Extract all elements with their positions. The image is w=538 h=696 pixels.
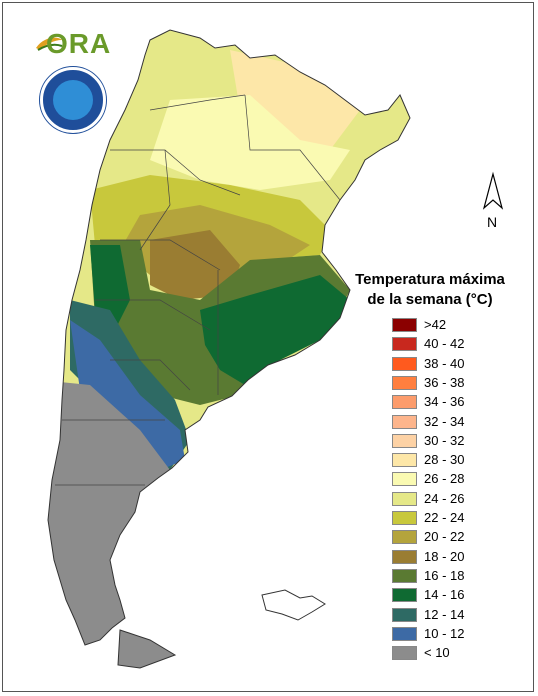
malvinas-islands <box>261 589 326 621</box>
legend-label: 20 - 22 <box>424 529 465 545</box>
legend-item: 12 - 14 <box>392 606 512 626</box>
legend-swatch <box>392 530 417 545</box>
legend-label: 28 - 30 <box>424 452 465 468</box>
legend-label: >42 <box>424 317 447 332</box>
legend-item: 22 - 24 <box>392 509 512 529</box>
legend-title-line2: de la semana (°C) <box>367 291 493 308</box>
legend-label: 22 - 24 <box>424 510 465 525</box>
legend-item: 20 - 22 <box>392 528 512 548</box>
legend-swatch <box>392 318 417 332</box>
legend-item: 36 - 38 <box>392 374 512 394</box>
legend-label: 24 - 26 <box>424 490 465 506</box>
province-borders <box>55 94 341 486</box>
smn-seal-icon <box>40 67 106 133</box>
legend-label: < 10 <box>424 645 450 661</box>
legend-label: 10 - 12 <box>424 625 465 641</box>
legend-item: 16 - 18 <box>392 567 512 587</box>
north-arrow: N <box>478 170 508 230</box>
legend-item: 14 - 16 <box>392 586 512 606</box>
ora-logo-text: ORA <box>46 28 112 59</box>
legend-item: 38 - 40 <box>392 355 512 375</box>
legend-item: 10 - 12 <box>392 625 512 645</box>
legend-swatch <box>392 646 417 661</box>
legend-swatch <box>392 607 417 622</box>
north-arrow-icon <box>482 171 504 210</box>
leaf-logo-icon <box>36 37 63 51</box>
legend-item: 28 - 30 <box>392 451 512 471</box>
legend-label: 18 - 20 <box>424 548 465 564</box>
ora-logo: ORA <box>34 28 110 60</box>
tierra-del-fuego <box>117 629 177 669</box>
legend-swatch <box>392 453 417 468</box>
legend-label: 16 - 18 <box>424 567 465 583</box>
legend-swatch <box>392 511 417 525</box>
legend-swatch <box>392 356 417 371</box>
legend-label: 32 - 34 <box>424 413 465 429</box>
country-outline <box>47 29 411 646</box>
legend-swatch <box>392 549 417 564</box>
legend-label: 40 - 42 <box>424 336 465 352</box>
north-label: N <box>487 214 498 230</box>
legend-label: 38 - 40 <box>424 355 465 371</box>
legend-swatch <box>392 626 417 641</box>
legend-swatch <box>392 491 417 506</box>
legend-item: 30 - 32 <box>392 432 512 452</box>
legend-label: 36 - 38 <box>424 374 465 390</box>
legend-swatch <box>392 588 417 603</box>
legend-item: 32 - 34 <box>392 413 512 433</box>
legend-label: 12 - 14 <box>424 606 465 622</box>
legend-swatch <box>392 395 417 410</box>
legend-swatch <box>392 433 417 448</box>
legend-label: 30 - 32 <box>424 432 465 448</box>
legend-label: 26 - 28 <box>424 471 465 487</box>
legend-swatch <box>392 568 417 583</box>
legend-item: >42 <box>392 316 512 336</box>
legend-item: 18 - 20 <box>392 548 512 568</box>
legend-swatch <box>392 414 417 429</box>
legend-item: 34 - 36 <box>392 393 512 413</box>
legend-swatch <box>392 337 417 352</box>
smn-seal-center <box>53 80 93 120</box>
legend-item: 24 - 26 <box>392 490 512 510</box>
legend-label: 34 - 36 <box>424 394 465 410</box>
legend-item: < 10 <box>392 644 512 664</box>
legend-swatch <box>392 375 417 390</box>
legend-label: 14 - 16 <box>424 587 465 603</box>
legend-item: 26 - 28 <box>392 470 512 490</box>
legend-item: 40 - 42 <box>392 335 512 355</box>
legend-title: Temperatura máxima de la semana (°C) <box>332 270 528 310</box>
legend-swatch <box>392 472 417 487</box>
legend-title-line1: Temperatura máxima <box>355 271 505 288</box>
